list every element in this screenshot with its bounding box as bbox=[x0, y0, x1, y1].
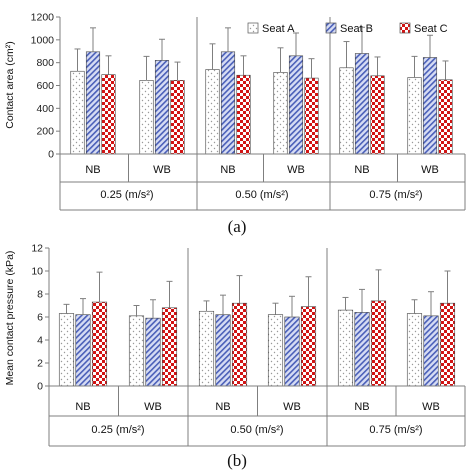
bar-seat-c bbox=[231, 302, 248, 387]
y-tick-label: 0 bbox=[37, 381, 43, 393]
legend-label-seat-b: Seat B bbox=[340, 23, 373, 35]
bar-seat-b bbox=[154, 60, 170, 155]
bar-seat-a bbox=[128, 315, 145, 387]
panel-a-label: (a) bbox=[228, 217, 247, 236]
bar-seat-b bbox=[422, 57, 438, 155]
bar-seat-a bbox=[205, 69, 220, 155]
bar-seat-a bbox=[407, 77, 422, 155]
legend-label-seat-c: Seat C bbox=[414, 23, 448, 35]
bar-seat-b bbox=[215, 314, 231, 387]
panel-b-label: (b) bbox=[227, 451, 247, 470]
bar-seat-c bbox=[304, 77, 319, 155]
group-label: 0.25 (m/s²) bbox=[91, 424, 144, 436]
bar-seat-b bbox=[145, 317, 161, 387]
category-label: WB bbox=[421, 164, 439, 176]
legend-label-seat-a: Seat A bbox=[262, 23, 295, 35]
chart-panel-a: 0 200 400 600 800 1000 1200 Contact area (cm²)… bbox=[4, 12, 466, 236]
bar-seat-c bbox=[439, 302, 456, 387]
panel-a-bars bbox=[70, 51, 453, 155]
group-label: 0.25 (m/s²) bbox=[100, 189, 153, 201]
y-tick-label: 0 bbox=[48, 149, 54, 161]
bar-seat-b bbox=[354, 53, 370, 155]
legend-swatch-seat-a bbox=[247, 22, 259, 34]
bar-seat-a bbox=[267, 314, 284, 387]
bar-seat-c bbox=[370, 300, 387, 387]
category-label: WB bbox=[283, 401, 301, 413]
panel-a-groups: 0.25 (m/s²) 0.50 (m/s²) 0.75 (m/s²) bbox=[100, 189, 422, 201]
panel-a-error-bars bbox=[74, 26, 449, 81]
y-tick-label: 1000 bbox=[31, 34, 55, 46]
panel-a-categories: NB WB NB WB NB WB bbox=[85, 164, 439, 176]
group-label: 0.50 (m/s²) bbox=[235, 189, 288, 201]
legend-swatch-seat-b bbox=[325, 22, 337, 34]
bar-seat-a bbox=[337, 309, 354, 387]
category-label: NB bbox=[354, 401, 369, 413]
bar-seat-b bbox=[75, 314, 91, 387]
panel-b-y-axis-label: Mean contact pressure (kPa) bbox=[4, 251, 16, 386]
panel-b-categories: NB WB NB WB NB WB bbox=[75, 401, 440, 413]
category-label: NB bbox=[85, 164, 100, 176]
bar-seat-a bbox=[273, 72, 288, 155]
group-label: 0.75 (m/s²) bbox=[369, 189, 422, 201]
bar-seat-c bbox=[300, 306, 317, 387]
bar-seat-a bbox=[139, 80, 154, 155]
chart-panel-b: 0 2 4 6 8 10 12 Mean contact pressure (kPa) NB… bbox=[4, 243, 466, 470]
bar-seat-c bbox=[236, 74, 251, 155]
group-label: 0.50 (m/s²) bbox=[230, 424, 283, 436]
category-label: WB bbox=[153, 164, 171, 176]
panel-b-error-bars bbox=[63, 269, 451, 319]
y-tick-label: 400 bbox=[36, 103, 54, 115]
y-tick-label: 200 bbox=[36, 126, 54, 138]
y-tick-label: 2 bbox=[37, 358, 43, 370]
y-tick-label: 12 bbox=[31, 243, 43, 255]
category-label: NB bbox=[215, 401, 230, 413]
y-tick-label: 6 bbox=[37, 312, 43, 324]
category-label: WB bbox=[422, 401, 440, 413]
bar-seat-b bbox=[423, 315, 439, 387]
bar-seat-c bbox=[170, 80, 185, 155]
bar-seat-b bbox=[284, 316, 300, 387]
panel-a-legend: Seat A Seat B Seat C bbox=[247, 22, 448, 35]
y-tick-label: 10 bbox=[31, 266, 43, 278]
y-tick-label: 600 bbox=[36, 80, 54, 92]
y-tick-label: 1200 bbox=[31, 12, 55, 24]
legend-swatch-seat-c bbox=[399, 22, 411, 34]
bar-seat-c bbox=[101, 74, 116, 155]
bar-seat-b bbox=[288, 55, 304, 155]
panel-a-y-axis-label: Contact area (cm²) bbox=[4, 41, 16, 129]
panel-b-groups: 0.25 (m/s²) 0.50 (m/s²) 0.75 (m/s²) bbox=[91, 424, 422, 436]
bar-seat-a bbox=[58, 313, 75, 387]
bar-seat-c bbox=[161, 307, 178, 387]
category-label: NB bbox=[220, 164, 235, 176]
y-tick-label: 8 bbox=[37, 289, 43, 301]
bar-seat-a bbox=[339, 67, 354, 155]
bar-seat-c bbox=[438, 79, 453, 155]
panel-b-y-ticks: 0 2 4 6 8 10 12 bbox=[31, 243, 49, 393]
category-label: NB bbox=[354, 164, 369, 176]
bar-seat-a bbox=[198, 310, 215, 387]
bar-seat-b bbox=[85, 51, 101, 155]
bar-seat-b bbox=[354, 312, 370, 387]
bar-seat-c bbox=[91, 301, 108, 387]
y-tick-label: 800 bbox=[36, 57, 54, 69]
category-label: WB bbox=[287, 164, 305, 176]
bar-seat-a bbox=[406, 313, 423, 387]
panel-b-bars bbox=[58, 300, 456, 387]
bar-seat-c bbox=[370, 75, 385, 155]
y-tick-label: 4 bbox=[37, 335, 43, 347]
bar-seat-a bbox=[70, 70, 85, 155]
panel-a-y-ticks: 0 200 400 600 800 1000 1200 bbox=[31, 12, 60, 161]
category-label: WB bbox=[144, 401, 162, 413]
bar-seat-b bbox=[220, 51, 236, 155]
category-label: NB bbox=[75, 401, 90, 413]
group-label: 0.75 (m/s²) bbox=[369, 424, 422, 436]
